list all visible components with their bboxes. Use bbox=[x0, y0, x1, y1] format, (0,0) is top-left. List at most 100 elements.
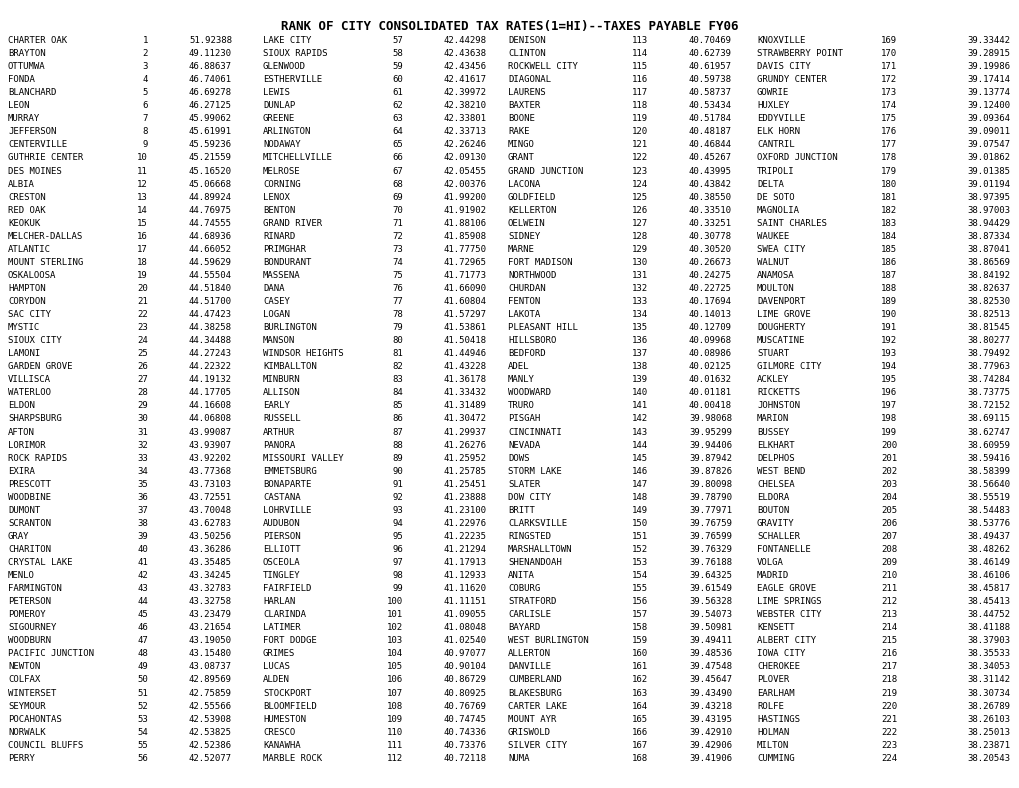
Text: 120: 120 bbox=[631, 128, 647, 136]
Text: 41.23888: 41.23888 bbox=[443, 492, 486, 502]
Text: 57: 57 bbox=[392, 36, 403, 45]
Text: 181: 181 bbox=[880, 192, 896, 202]
Text: 160: 160 bbox=[631, 649, 647, 658]
Text: 44.55504: 44.55504 bbox=[189, 271, 231, 280]
Text: 222: 222 bbox=[880, 727, 896, 737]
Text: 43.15480: 43.15480 bbox=[189, 649, 231, 658]
Text: 80: 80 bbox=[392, 336, 403, 345]
Text: 39.94406: 39.94406 bbox=[688, 440, 732, 449]
Text: 39.09011: 39.09011 bbox=[966, 128, 1009, 136]
Text: 44: 44 bbox=[138, 597, 148, 606]
Text: 161: 161 bbox=[631, 663, 647, 671]
Text: KENSETT: KENSETT bbox=[756, 623, 794, 632]
Text: OXFORD JUNCTION: OXFORD JUNCTION bbox=[756, 154, 837, 162]
Text: 31: 31 bbox=[138, 428, 148, 437]
Text: MITCHELLVILLE: MITCHELLVILLE bbox=[263, 154, 332, 162]
Text: 224: 224 bbox=[880, 754, 896, 763]
Text: 41.91902: 41.91902 bbox=[443, 206, 486, 214]
Text: 67: 67 bbox=[392, 166, 403, 176]
Text: LACONA: LACONA bbox=[507, 180, 540, 188]
Text: 38.44752: 38.44752 bbox=[966, 610, 1009, 619]
Text: 41.44946: 41.44946 bbox=[443, 349, 486, 359]
Text: GREENE: GREENE bbox=[263, 114, 294, 123]
Text: 76: 76 bbox=[392, 284, 403, 293]
Text: RICKETTS: RICKETTS bbox=[756, 388, 799, 397]
Text: 46.69278: 46.69278 bbox=[189, 88, 231, 97]
Text: HUMESTON: HUMESTON bbox=[263, 715, 306, 723]
Text: 39.47548: 39.47548 bbox=[688, 663, 732, 671]
Text: 38: 38 bbox=[138, 519, 148, 528]
Text: 52: 52 bbox=[138, 701, 148, 711]
Text: 40.73376: 40.73376 bbox=[443, 741, 486, 749]
Text: 38.81545: 38.81545 bbox=[966, 323, 1009, 332]
Text: ARLINGTON: ARLINGTON bbox=[263, 128, 311, 136]
Text: 39.64325: 39.64325 bbox=[688, 571, 732, 580]
Text: SHENANDOAH: SHENANDOAH bbox=[507, 558, 561, 567]
Text: 148: 148 bbox=[631, 492, 647, 502]
Text: 218: 218 bbox=[880, 675, 896, 685]
Text: 72: 72 bbox=[392, 232, 403, 241]
Text: 41.33432: 41.33432 bbox=[443, 388, 486, 397]
Text: CUMBERLAND: CUMBERLAND bbox=[507, 675, 561, 685]
Text: 38.26789: 38.26789 bbox=[966, 701, 1009, 711]
Text: 38.59416: 38.59416 bbox=[966, 454, 1009, 463]
Text: 100: 100 bbox=[386, 597, 403, 606]
Text: 158: 158 bbox=[631, 623, 647, 632]
Text: 5: 5 bbox=[143, 88, 148, 97]
Text: 13: 13 bbox=[138, 192, 148, 202]
Text: 110: 110 bbox=[386, 727, 403, 737]
Text: 173: 173 bbox=[880, 88, 896, 97]
Text: 39.07547: 39.07547 bbox=[966, 140, 1009, 150]
Text: DAVIS CITY: DAVIS CITY bbox=[756, 62, 810, 71]
Text: 41.21294: 41.21294 bbox=[443, 545, 486, 554]
Text: LAMONI: LAMONI bbox=[8, 349, 40, 359]
Text: 44.27243: 44.27243 bbox=[189, 349, 231, 359]
Text: 42.39972: 42.39972 bbox=[443, 88, 486, 97]
Text: 3: 3 bbox=[143, 62, 148, 71]
Text: 44.17705: 44.17705 bbox=[189, 388, 231, 397]
Text: 38.54483: 38.54483 bbox=[966, 506, 1009, 515]
Text: 38.79492: 38.79492 bbox=[966, 349, 1009, 359]
Text: MINGO: MINGO bbox=[507, 140, 534, 150]
Text: 38.35533: 38.35533 bbox=[966, 649, 1009, 658]
Text: 40.70469: 40.70469 bbox=[688, 36, 732, 45]
Text: 41.02540: 41.02540 bbox=[443, 636, 486, 645]
Text: 45.99062: 45.99062 bbox=[189, 114, 231, 123]
Text: 90: 90 bbox=[392, 466, 403, 476]
Text: PACIFIC JUNCTION: PACIFIC JUNCTION bbox=[8, 649, 94, 658]
Text: 140: 140 bbox=[631, 388, 647, 397]
Text: 38.26103: 38.26103 bbox=[966, 715, 1009, 723]
Text: SAC CITY: SAC CITY bbox=[8, 310, 51, 319]
Text: 192: 192 bbox=[880, 336, 896, 345]
Text: JOHNSTON: JOHNSTON bbox=[756, 401, 799, 411]
Text: 118: 118 bbox=[631, 101, 647, 110]
Text: 42.43456: 42.43456 bbox=[443, 62, 486, 71]
Text: 39.76599: 39.76599 bbox=[688, 532, 732, 541]
Text: 38.25013: 38.25013 bbox=[966, 727, 1009, 737]
Text: 59: 59 bbox=[392, 62, 403, 71]
Text: ROCKWELL CITY: ROCKWELL CITY bbox=[507, 62, 578, 71]
Text: BOUTON: BOUTON bbox=[756, 506, 789, 515]
Text: PERRY: PERRY bbox=[8, 754, 35, 763]
Text: 155: 155 bbox=[631, 584, 647, 593]
Text: 40.17694: 40.17694 bbox=[688, 297, 732, 306]
Text: 135: 135 bbox=[631, 323, 647, 332]
Text: 49.11230: 49.11230 bbox=[189, 49, 231, 58]
Text: LENOX: LENOX bbox=[263, 192, 289, 202]
Text: 153: 153 bbox=[631, 558, 647, 567]
Text: 51: 51 bbox=[138, 689, 148, 697]
Text: 134: 134 bbox=[631, 310, 647, 319]
Text: 38.49437: 38.49437 bbox=[966, 532, 1009, 541]
Text: 60: 60 bbox=[392, 75, 403, 84]
Text: BLANCHARD: BLANCHARD bbox=[8, 88, 56, 97]
Text: 39: 39 bbox=[138, 532, 148, 541]
Text: NEVADA: NEVADA bbox=[507, 440, 540, 449]
Text: MELCHER-DALLAS: MELCHER-DALLAS bbox=[8, 232, 84, 241]
Text: 12: 12 bbox=[138, 180, 148, 188]
Text: RINGSTED: RINGSTED bbox=[507, 532, 550, 541]
Text: STRATFORD: STRATFORD bbox=[507, 597, 555, 606]
Text: 46: 46 bbox=[138, 623, 148, 632]
Text: 44.06808: 44.06808 bbox=[189, 414, 231, 423]
Text: 38.55519: 38.55519 bbox=[966, 492, 1009, 502]
Text: 14: 14 bbox=[138, 206, 148, 214]
